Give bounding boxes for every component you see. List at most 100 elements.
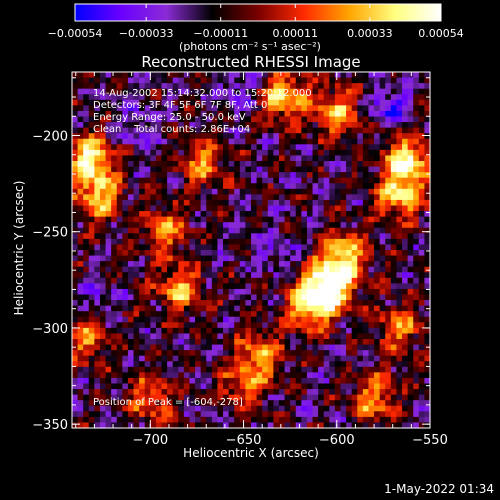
heatmap-pixel (217, 177, 224, 184)
heatmap-pixel (396, 411, 403, 418)
heatmap-pixel (262, 416, 269, 424)
heatmap-pixel (256, 227, 263, 234)
heatmap-pixel (390, 94, 398, 101)
heatmap-pixel (312, 288, 319, 296)
heatmap-pixel (195, 116, 202, 123)
heatmap-pixel (407, 288, 414, 296)
heatmap-pixel (94, 311, 101, 318)
heatmap-pixel (306, 194, 314, 201)
heatmap-pixel (167, 322, 174, 329)
heatmap-pixel (189, 227, 196, 234)
heatmap-pixel (323, 149, 330, 157)
heatmap-pixel (413, 166, 420, 173)
heatmap-pixel (284, 411, 291, 418)
heatmap-pixel (77, 166, 84, 173)
heatmap-pixel (385, 127, 392, 134)
heatmap-pixel (407, 261, 414, 268)
heatmap-pixel (111, 144, 118, 151)
heatmap-pixel (167, 233, 174, 240)
heatmap-pixel (424, 194, 431, 201)
heatmap-pixel (290, 172, 297, 179)
heatmap-pixel (301, 344, 308, 351)
heatmap-pixel (306, 416, 314, 424)
heatmap-pixel (217, 205, 224, 212)
heatmap-pixel (290, 199, 297, 207)
heatmap-pixel (189, 199, 196, 207)
heatmap-pixel (351, 244, 358, 251)
heatmap-pixel (116, 238, 123, 246)
heatmap-pixel (396, 277, 403, 284)
heatmap-pixel (357, 261, 364, 268)
heatmap-pixel (133, 172, 140, 179)
heatmap-pixel (256, 422, 263, 429)
heatmap-pixel (99, 177, 107, 184)
heatmap-pixel (318, 333, 325, 340)
heatmap-pixel (239, 188, 246, 195)
heatmap-pixel (402, 194, 409, 201)
heatmap-pixel (323, 110, 330, 118)
heatmap-pixel (256, 133, 263, 140)
heatmap-pixel (139, 99, 146, 106)
heatmap-pixel (318, 161, 325, 168)
heatmap-pixel (111, 133, 118, 140)
heatmap-pixel (396, 205, 403, 212)
heatmap-pixel (407, 133, 414, 140)
heatmap-pixel (318, 233, 325, 240)
heatmap-pixel (178, 183, 185, 190)
heatmap-pixel (402, 144, 409, 151)
heatmap-pixel (385, 316, 392, 323)
heatmap-pixel (385, 211, 392, 218)
heatmap-pixel (301, 77, 308, 84)
heatmap-pixel (122, 377, 129, 385)
heatmap-pixel (133, 138, 140, 145)
heatmap-pixel (323, 255, 330, 262)
heatmap-pixel (155, 305, 163, 312)
heatmap-pixel (323, 250, 330, 257)
heatmap-pixel (402, 77, 409, 84)
heatmap-pixel (172, 244, 179, 251)
heatmap-pixel (402, 244, 409, 251)
heatmap-pixel (273, 222, 280, 229)
heatmap-pixel (239, 227, 246, 234)
heatmap-pixel (295, 144, 302, 151)
heatmap-pixel (396, 350, 403, 357)
heatmap-pixel (368, 383, 375, 390)
heatmap-pixel (217, 255, 224, 262)
heatmap-pixel (334, 172, 342, 179)
heatmap-pixel (77, 372, 84, 379)
heatmap-pixel (155, 344, 163, 351)
heatmap-pixel (295, 183, 302, 190)
heatmap-pixel (396, 416, 403, 424)
heatmap-pixel (172, 405, 179, 412)
heatmap-pixel (133, 389, 140, 396)
heatmap-pixel (368, 144, 375, 151)
heatmap-pixel (172, 350, 179, 357)
heatmap-pixel (340, 288, 347, 296)
heatmap-pixel (245, 411, 252, 418)
heatmap-pixel (72, 172, 79, 179)
heatmap-pixel (189, 300, 196, 307)
heatmap-pixel (144, 311, 151, 318)
heatmap-pixel (295, 194, 302, 201)
heatmap-pixel (284, 233, 291, 240)
heatmap-pixel (374, 322, 381, 329)
heatmap-pixel (379, 250, 386, 257)
heatmap-pixel (323, 383, 330, 390)
heatmap-pixel (278, 188, 286, 195)
heatmap-pixel (262, 133, 269, 140)
heatmap-pixel (183, 250, 191, 257)
heatmap-pixel (133, 227, 140, 234)
heatmap-pixel (167, 266, 174, 273)
heatmap-pixel (239, 183, 246, 190)
heatmap-pixel (99, 188, 107, 195)
heatmap-pixel (340, 110, 347, 118)
heatmap-pixel (306, 300, 314, 307)
heatmap-pixel (172, 177, 179, 184)
heatmap-pixel (278, 244, 286, 251)
heatmap-pixel (413, 288, 420, 296)
heatmap-pixel (334, 294, 342, 301)
heatmap-pixel (122, 83, 129, 90)
heatmap-pixel (206, 366, 213, 373)
heatmap-pixel (105, 211, 112, 218)
heatmap-pixel (172, 233, 179, 240)
